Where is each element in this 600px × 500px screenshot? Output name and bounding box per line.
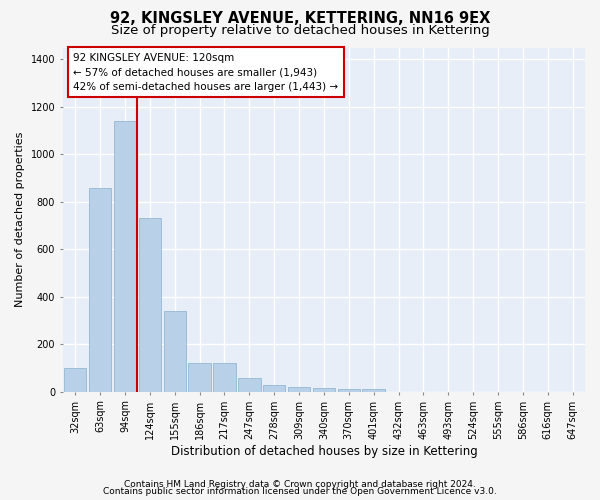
X-axis label: Distribution of detached houses by size in Kettering: Distribution of detached houses by size … — [170, 444, 477, 458]
Bar — [263, 384, 286, 392]
Y-axis label: Number of detached properties: Number of detached properties — [15, 132, 25, 308]
Bar — [114, 121, 136, 392]
Bar — [313, 388, 335, 392]
Bar — [164, 311, 186, 392]
Text: 92, KINGSLEY AVENUE, KETTERING, NN16 9EX: 92, KINGSLEY AVENUE, KETTERING, NN16 9EX — [110, 11, 490, 26]
Text: Contains HM Land Registry data © Crown copyright and database right 2024.: Contains HM Land Registry data © Crown c… — [124, 480, 476, 489]
Text: 92 KINGSLEY AVENUE: 120sqm
← 57% of detached houses are smaller (1,943)
42% of s: 92 KINGSLEY AVENUE: 120sqm ← 57% of deta… — [73, 52, 338, 92]
Bar — [188, 364, 211, 392]
Text: Size of property relative to detached houses in Kettering: Size of property relative to detached ho… — [110, 24, 490, 37]
Bar — [89, 188, 112, 392]
Bar — [213, 364, 236, 392]
Bar — [362, 390, 385, 392]
Text: Contains public sector information licensed under the Open Government Licence v3: Contains public sector information licen… — [103, 487, 497, 496]
Bar — [288, 387, 310, 392]
Bar — [238, 378, 260, 392]
Bar — [139, 218, 161, 392]
Bar — [338, 390, 360, 392]
Bar — [64, 368, 86, 392]
